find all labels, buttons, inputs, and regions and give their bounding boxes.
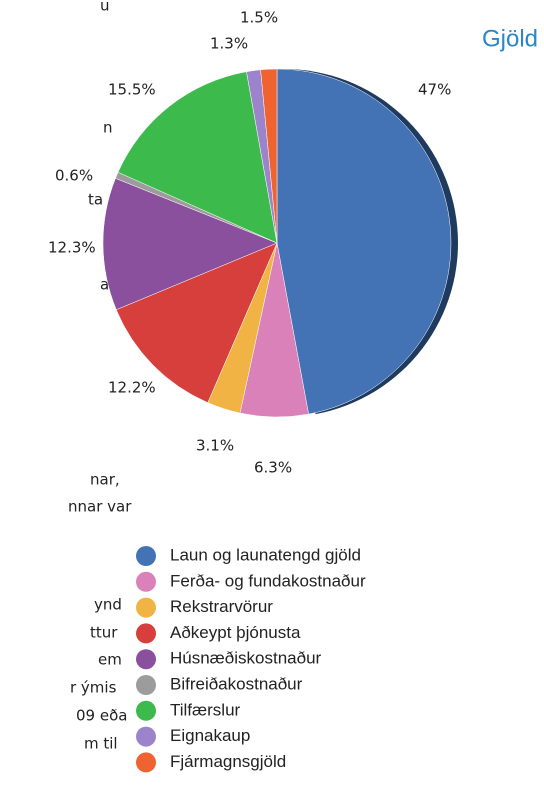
body-text: n: [103, 119, 113, 137]
pie-slice: [117, 71, 278, 244]
legend-label: Eignakaup: [170, 726, 250, 745]
legend-swatch: [136, 597, 156, 618]
legend-swatch: [136, 675, 156, 695]
data-label: 1.5%: [240, 9, 278, 27]
body-text: r ýmis: [70, 679, 117, 697]
legend-swatch: [136, 726, 156, 747]
legend-swatch: [136, 546, 156, 566]
body-text: m til: [84, 735, 118, 753]
legend-swatch: [136, 623, 156, 644]
data-label: 12.3%: [48, 239, 96, 257]
legend-label: Bifreiðakostnaður: [170, 674, 303, 693]
data-label: 15.5%: [108, 81, 156, 99]
data-label: 47%: [418, 81, 451, 99]
legend-swatch: [136, 571, 156, 592]
pie-slice: [102, 177, 278, 311]
legend-swatch: [136, 752, 156, 773]
data-label: 1.3%: [210, 35, 248, 53]
data-label: 0.6%: [55, 167, 93, 185]
legend-label: Fjármagnsgjöld: [170, 752, 286, 771]
legend-label: Laun og launatengd gjöld: [170, 545, 361, 564]
body-text: ttur: [90, 624, 118, 642]
legend-label: Húsnæðiskostnaður: [170, 649, 322, 668]
legend-label: Ferða- og fundakostnaður: [170, 571, 366, 590]
pie-slice: [260, 68, 278, 244]
body-text: u: [100, 0, 110, 15]
body-text: em: [98, 651, 122, 669]
body-text: a: [100, 276, 109, 294]
body-text: nnar var: [68, 498, 132, 516]
data-label: 3.1%: [196, 437, 234, 455]
body-text: ynd: [94, 596, 122, 614]
legend-swatch: [136, 700, 156, 721]
legend-label: Tilfærslur: [170, 700, 241, 719]
body-text: nar,: [90, 471, 120, 489]
pie-slice: [115, 242, 278, 403]
pie-slice: [276, 68, 452, 415]
legend-label: Aðkeypt þjónusta: [170, 623, 301, 642]
chart-title: Gjöld: [482, 25, 538, 52]
legend-label: Rekstrarvörur: [170, 597, 273, 616]
data-label: 6.3%: [254, 459, 292, 477]
body-text: 09 eða: [76, 707, 127, 725]
body-text: ta: [88, 191, 103, 209]
data-label: 12.2%: [108, 379, 156, 397]
legend-swatch: [136, 649, 156, 670]
